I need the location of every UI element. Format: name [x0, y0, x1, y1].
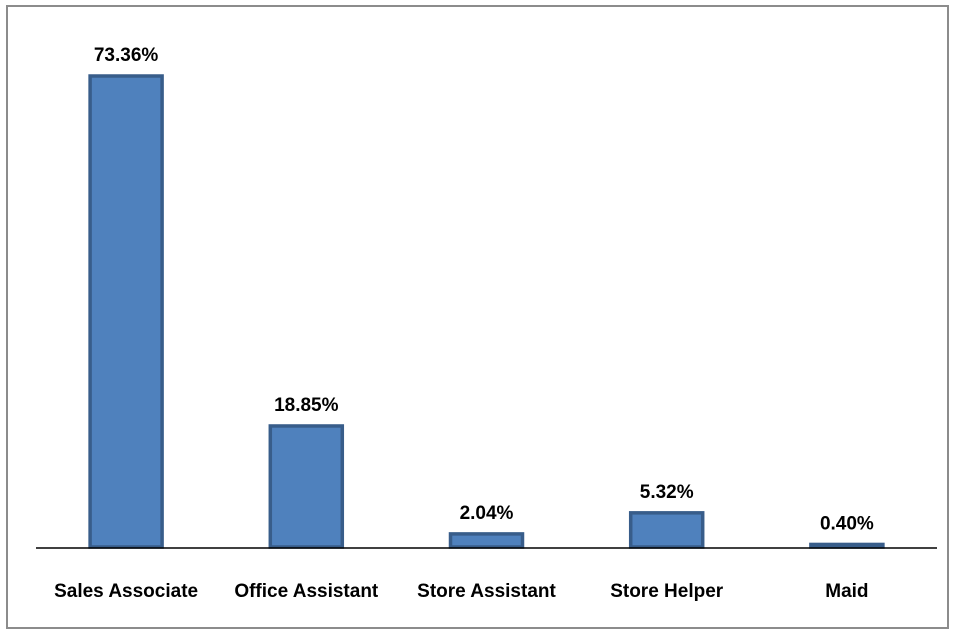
bar-0: [88, 74, 164, 549]
value-label-3: 5.32%: [640, 482, 694, 503]
bar-3: [628, 511, 705, 549]
category-label-4: Maid: [825, 581, 868, 602]
category-label-2: Store Assistant: [417, 581, 556, 602]
value-label-0: 73.36%: [94, 45, 159, 66]
value-label-4: 0.40%: [820, 513, 874, 534]
bars-group: [88, 74, 885, 549]
category-label-3: Store Helper: [610, 581, 724, 602]
bar-4: [809, 542, 885, 549]
value-label-2: 2.04%: [460, 503, 514, 524]
bar-1: [268, 424, 345, 549]
category-labels-group: Sales Associate Office Assistant Store Ass…: [54, 581, 868, 602]
category-label-0: Sales Associate: [54, 581, 198, 602]
bar-2: [448, 532, 525, 549]
value-label-1: 18.85%: [274, 395, 339, 416]
value-labels-group: 73.36% 18.85% 2.04% 5.32% 0.40%: [94, 45, 874, 534]
category-label-1: Office Assistant: [234, 581, 379, 602]
